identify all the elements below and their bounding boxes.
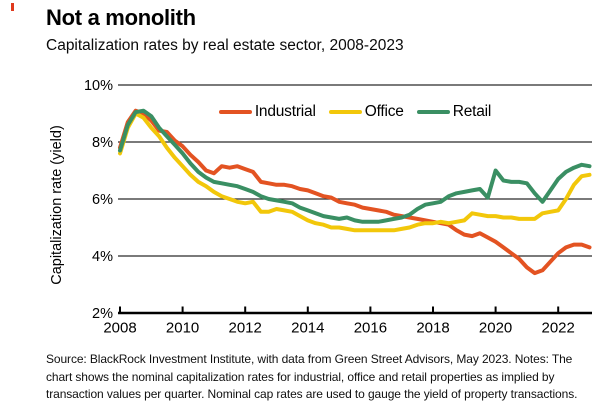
series-line-retail xyxy=(118,108,592,224)
x-tick-label: 2012 xyxy=(229,320,262,337)
legend-label-industrial: Industrial xyxy=(254,103,316,120)
x-tick-label: 2010 xyxy=(166,320,199,337)
y-tick-label: 4% xyxy=(92,249,113,265)
series-line-industrial xyxy=(118,108,592,276)
x-tick-label: 2018 xyxy=(416,320,449,337)
chart-canvas: 2008 2010 2012 2014 2016 2018 2020 2022 2% 4% 6% 8%… xyxy=(49,78,592,337)
chart-legend: Industrial Office Retail xyxy=(118,103,592,121)
x-tick-label: 2008 xyxy=(103,320,136,337)
x-tick-label: 2022 xyxy=(542,320,575,337)
office-line-swatch xyxy=(328,109,362,115)
y-tick-label: 2% xyxy=(92,306,113,322)
x-tick-label: 2016 xyxy=(354,320,387,337)
legend-item-industrial: Industrial xyxy=(218,103,316,121)
legend-label-retail: Retail xyxy=(452,103,492,120)
retail-line-swatch xyxy=(416,109,450,115)
legend-item-retail: Retail xyxy=(416,103,492,121)
source-note: Source: BlackRock Investment Institute, … xyxy=(46,352,578,402)
industrial-line-swatch xyxy=(218,109,252,115)
chart-title: Not a monolith xyxy=(46,5,196,30)
series-line-office xyxy=(118,111,592,233)
accent-mark xyxy=(11,3,14,11)
y-tick-label: 10% xyxy=(84,78,113,94)
y-tick-label: 6% xyxy=(92,192,113,208)
x-tick-label: 2014 xyxy=(291,320,324,337)
x-tick-label: 2020 xyxy=(479,320,512,337)
chart-subtitle: Capitalization rates by real estate sect… xyxy=(46,37,404,54)
y-axis-title: Capitalization rate (yield) xyxy=(49,125,65,285)
legend-item-office: Office xyxy=(328,103,404,121)
legend-label-office: Office xyxy=(364,103,404,120)
y-tick-label: 8% xyxy=(92,135,113,151)
